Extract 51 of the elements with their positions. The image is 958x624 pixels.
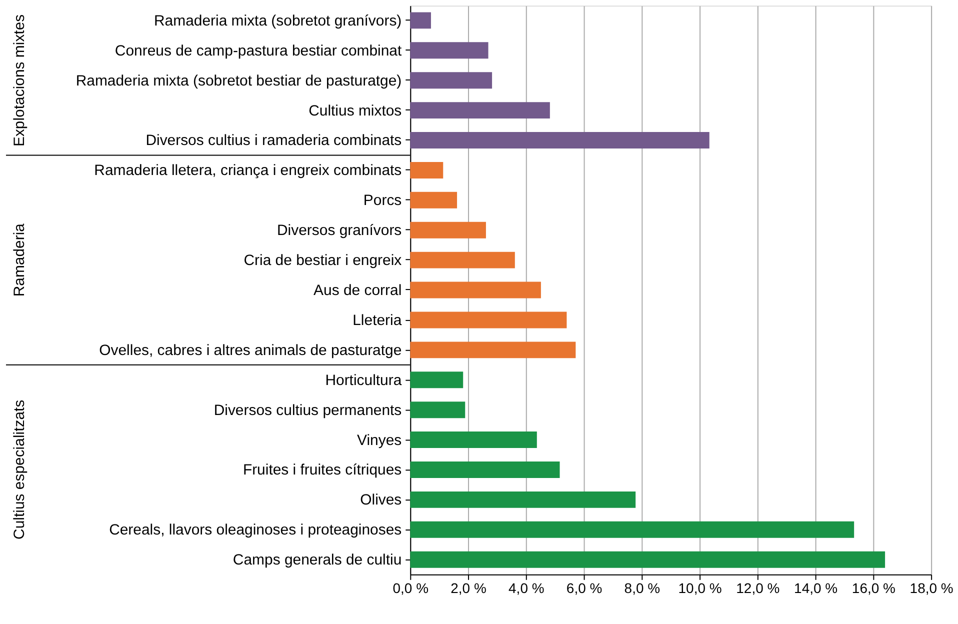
text: Cultius especialitzats bbox=[10, 400, 28, 540]
bar bbox=[410, 432, 537, 448]
x-tick-label: 6,0 % bbox=[566, 580, 602, 596]
y-tick-label: Cereals, llavors oleaginoses i proteaginoses bbox=[109, 522, 402, 539]
y-tick-label: Conreus de camp-pastura bestiar combinat bbox=[114, 42, 402, 60]
y-tick-label: Ramaderia mixta (sobretot granívors) bbox=[154, 12, 402, 30]
text: Explotacions mixtes bbox=[10, 14, 28, 147]
y-tick-label: Diversos cultius i ramaderia combinats bbox=[146, 132, 402, 150]
x-tick-label: 12,0 % bbox=[736, 580, 780, 596]
y-tick-label: Lleteria bbox=[352, 312, 402, 329]
y-tick-label: Ramaderia lletera, criança i engreix combinats bbox=[94, 162, 402, 180]
y-tick-label: Diversos granívors bbox=[277, 222, 402, 240]
y-tick-label: Camps generals de cultiu bbox=[232, 552, 402, 569]
bar bbox=[410, 192, 458, 208]
y-tick-label: Horticultura bbox=[325, 372, 402, 389]
y-tick-label: Cultius mixtos bbox=[308, 102, 402, 120]
y-tick-label: Vinyes bbox=[357, 432, 402, 449]
bar bbox=[410, 162, 444, 178]
text: Ramaderia bbox=[10, 222, 28, 297]
bar bbox=[410, 491, 636, 508]
bar bbox=[410, 312, 567, 328]
bar bbox=[410, 402, 466, 418]
x-tick-label: 2,0 % bbox=[450, 580, 486, 596]
y-tick-label: Ramaderia mixta (sobretot bestiar de pasturatge) bbox=[76, 72, 402, 90]
y-tick-label: Fruites i fruites cítriques bbox=[242, 462, 402, 479]
x-tick-label: 10,0 % bbox=[678, 580, 722, 596]
x-tick-label: 4,0 % bbox=[508, 580, 544, 596]
bar bbox=[410, 372, 464, 388]
bar bbox=[410, 12, 431, 29]
y-tick-label: Porcs bbox=[363, 192, 402, 210]
x-tick-label: 8,0 % bbox=[624, 580, 660, 596]
bar bbox=[410, 462, 560, 478]
bar bbox=[410, 132, 710, 148]
bar bbox=[410, 521, 854, 538]
bar bbox=[410, 102, 550, 119]
y-tick-label: Ovelles, cabres i altres animals de pasturatge bbox=[99, 342, 402, 359]
bar bbox=[410, 42, 488, 59]
bar bbox=[410, 551, 886, 568]
bar bbox=[410, 342, 576, 358]
y-tick-label: Cria de bestiar i engreix bbox=[244, 252, 402, 270]
bar bbox=[410, 252, 515, 268]
x-tick-label: 14,0 % bbox=[794, 580, 838, 596]
bar bbox=[410, 222, 486, 238]
y-tick-label: Diversos cultius permanents bbox=[214, 402, 402, 419]
x-tick-label: 0,0 % bbox=[392, 580, 429, 596]
x-tick-label: 18,0 % bbox=[910, 580, 954, 596]
x-tick-label: 16,0 % bbox=[852, 580, 896, 596]
y-tick-label: Olives bbox=[360, 492, 402, 509]
bar bbox=[410, 282, 541, 298]
y-tick-label: Aus de corral bbox=[314, 282, 402, 300]
bar bbox=[410, 72, 492, 89]
